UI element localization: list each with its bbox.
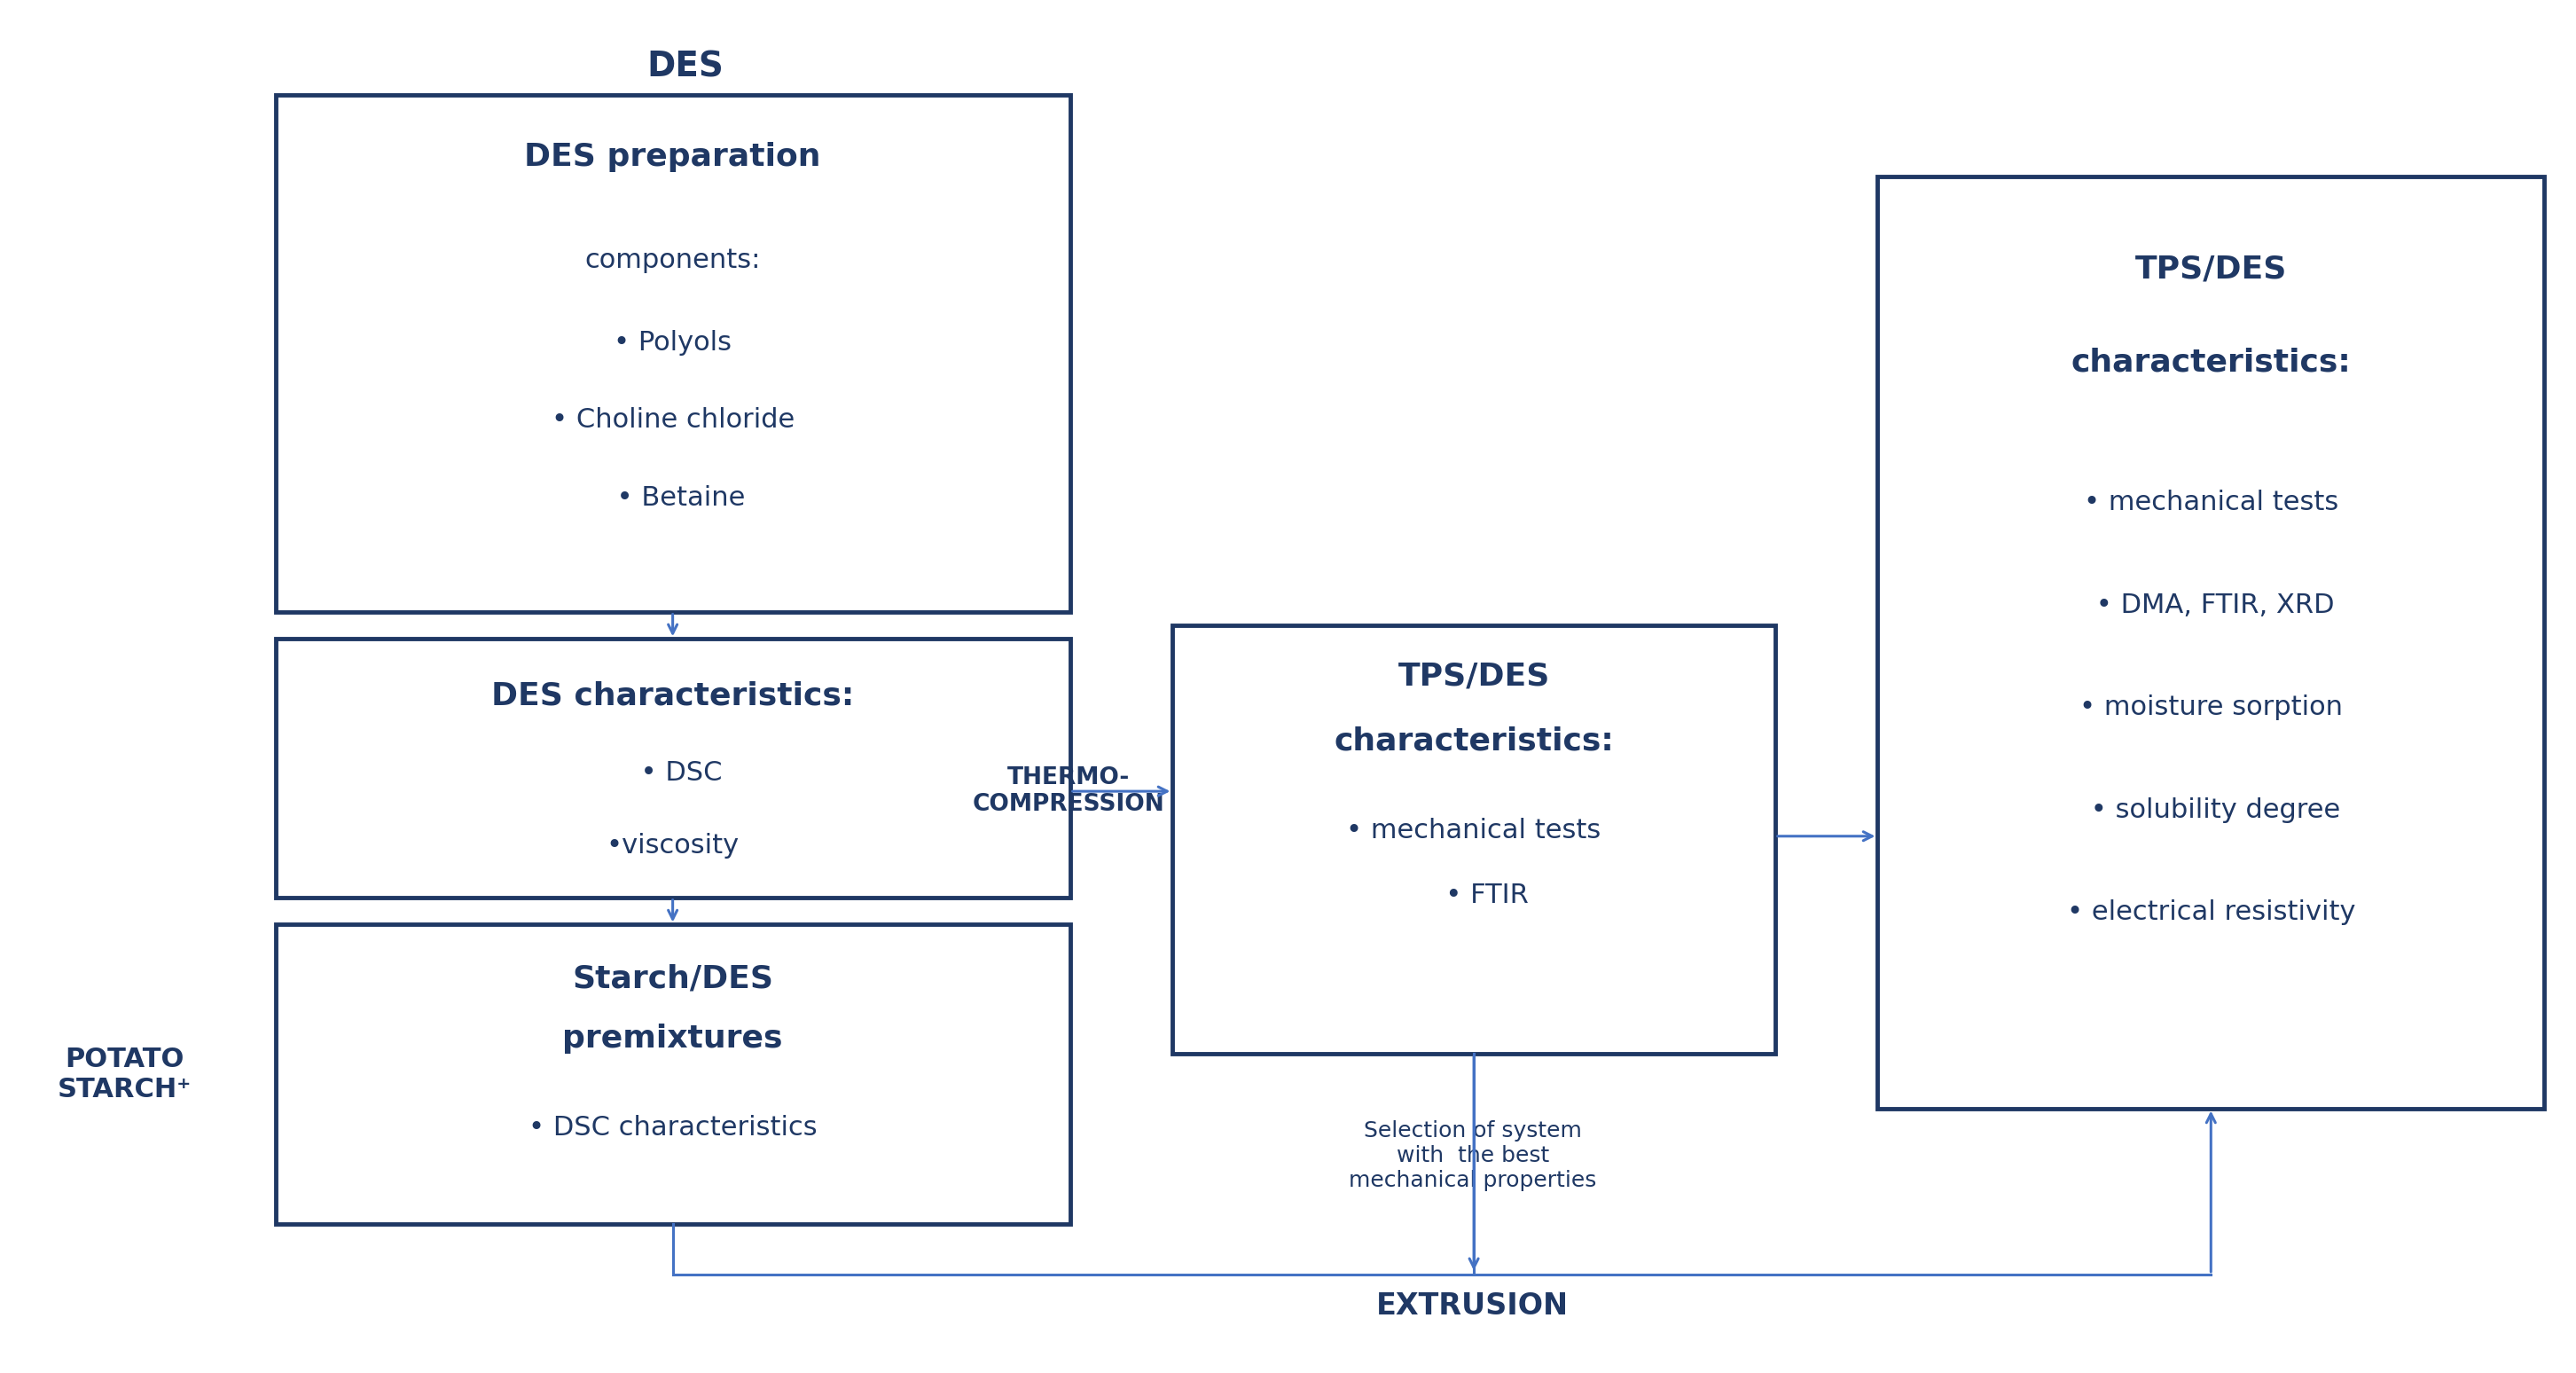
Text: DES characteristics:: DES characteristics: [492, 681, 855, 711]
Text: components:: components: [585, 247, 760, 273]
Text: • Betaine: • Betaine [600, 485, 744, 511]
Text: TPS/DES: TPS/DES [2136, 254, 2287, 284]
Text: • mechanical tests: • mechanical tests [1347, 818, 1602, 844]
Text: • DSC characteristics: • DSC characteristics [528, 1115, 817, 1141]
FancyBboxPatch shape [1172, 625, 1775, 1054]
Text: EXTRUSION: EXTRUSION [1376, 1291, 1569, 1321]
Text: • DSC: • DSC [623, 761, 721, 787]
Text: THERMO-
COMPRESSION: THERMO- COMPRESSION [974, 766, 1164, 816]
Text: • FTIR: • FTIR [1419, 883, 1528, 908]
Text: • electrical resistivity: • electrical resistivity [2066, 899, 2354, 925]
Text: Selection of system
with  the best
mechanical properties: Selection of system with the best mechan… [1350, 1120, 1597, 1192]
Text: TPS/DES: TPS/DES [1399, 662, 1551, 692]
Text: • Polyols: • Polyols [613, 330, 732, 356]
Text: POTATO
STARCH⁺: POTATO STARCH⁺ [57, 1046, 191, 1103]
FancyBboxPatch shape [1878, 176, 2545, 1108]
Text: DES preparation: DES preparation [526, 141, 822, 172]
Text: premixtures: premixtures [562, 1023, 783, 1053]
Text: Starch/DES: Starch/DES [572, 964, 773, 994]
Text: DES: DES [647, 51, 724, 84]
Text: • Choline chloride: • Choline chloride [551, 408, 793, 434]
Text: • moisture sorption: • moisture sorption [2079, 695, 2342, 721]
Text: •viscosity: •viscosity [605, 833, 739, 858]
FancyBboxPatch shape [276, 638, 1069, 898]
Text: • solubility degree: • solubility degree [2081, 798, 2339, 822]
Text: • DMA, FTIR, XRD: • DMA, FTIR, XRD [2087, 592, 2334, 618]
FancyBboxPatch shape [276, 95, 1069, 611]
FancyBboxPatch shape [276, 924, 1069, 1223]
Text: characteristics:: characteristics: [1334, 726, 1613, 757]
Text: characteristics:: characteristics: [2071, 347, 2352, 378]
Text: • mechanical tests: • mechanical tests [2084, 490, 2339, 515]
